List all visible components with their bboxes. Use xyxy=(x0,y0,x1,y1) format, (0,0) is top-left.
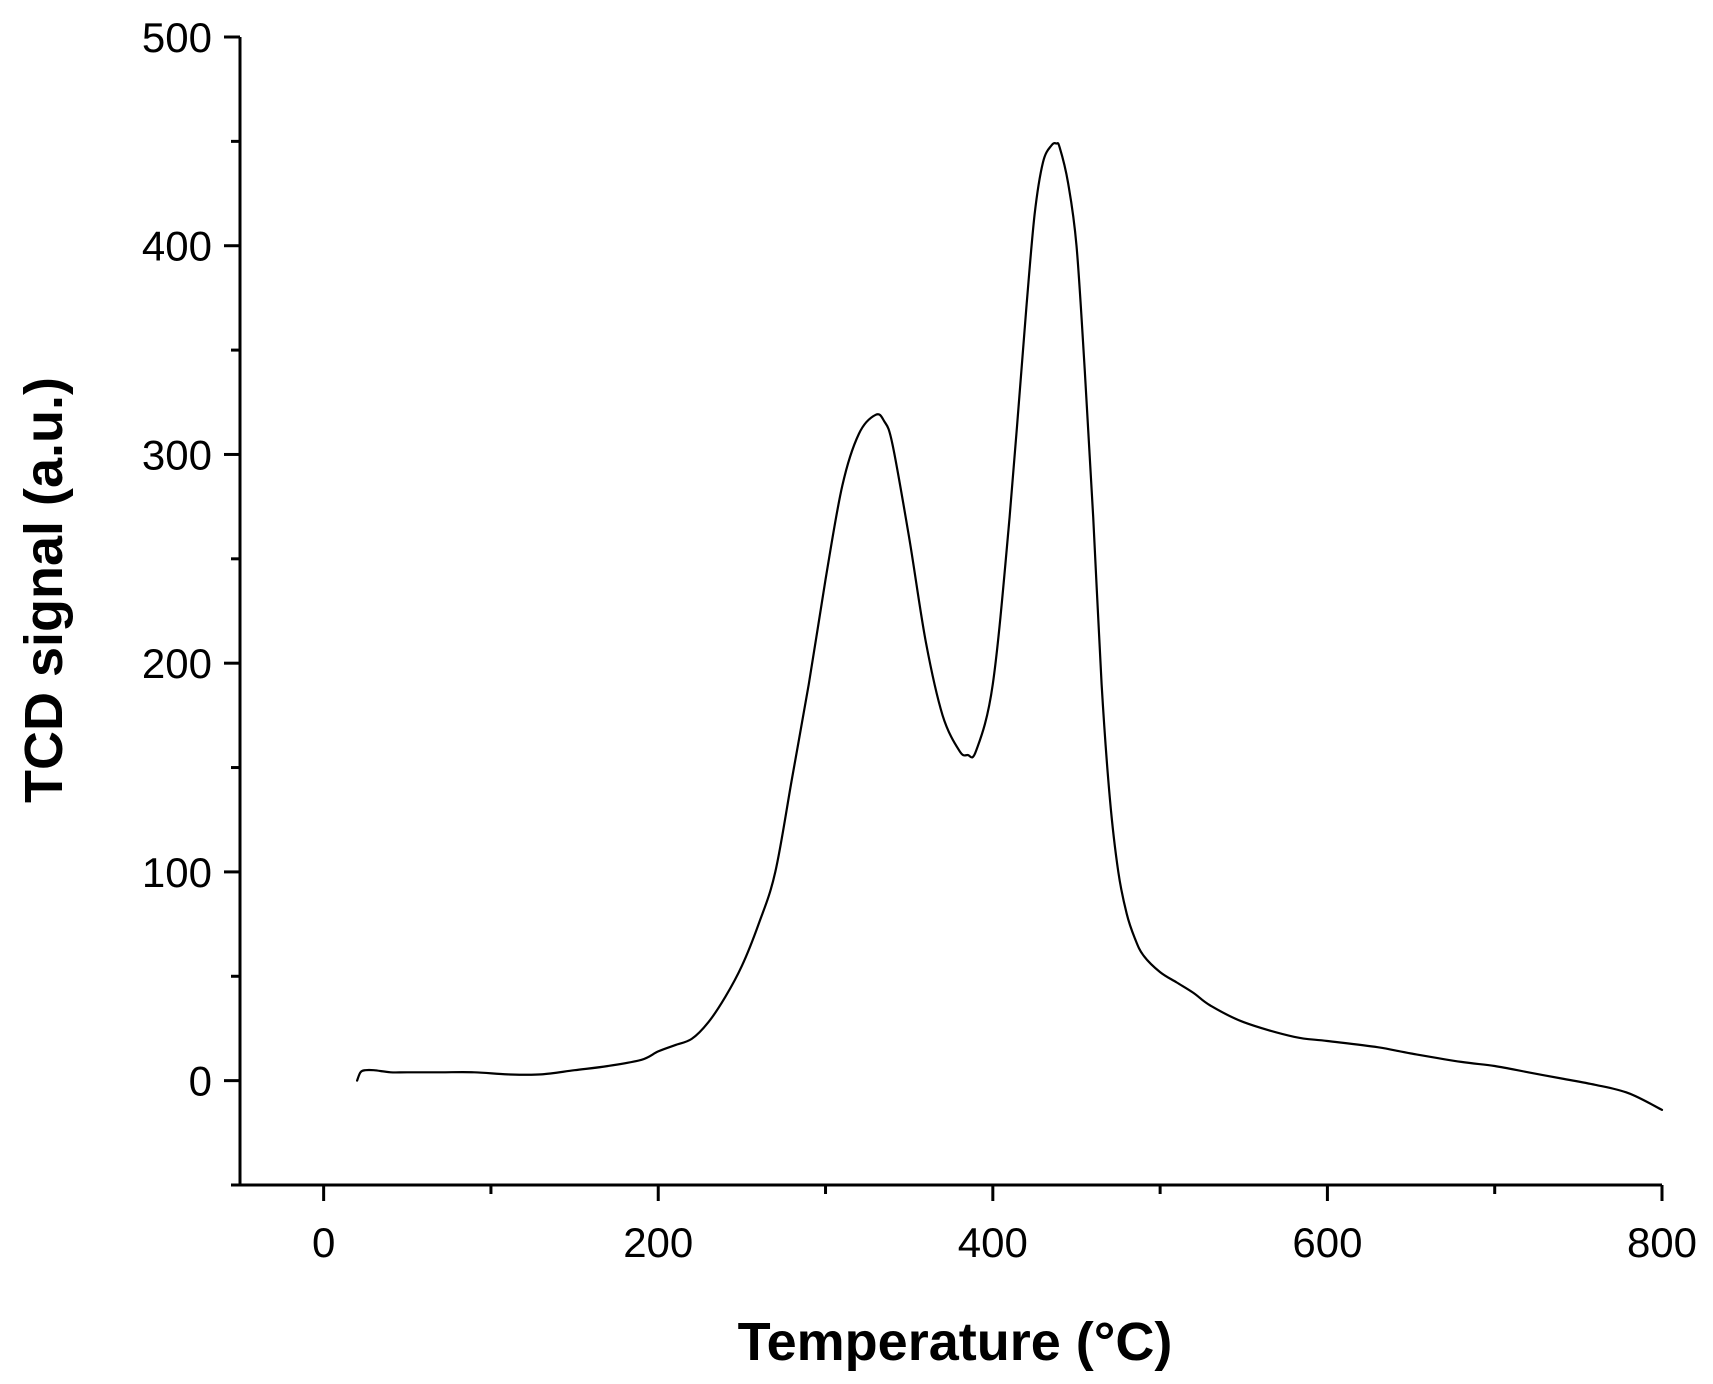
y-tick-label: 300 xyxy=(142,431,212,478)
x-tick-label: 200 xyxy=(623,1219,693,1266)
y-tick-label: 0 xyxy=(189,1058,212,1105)
x-tick-label: 400 xyxy=(958,1219,1028,1266)
y-tick-label: 500 xyxy=(142,14,212,61)
x-axis-title: Temperature (°C) xyxy=(738,1312,1173,1372)
ticks-layer: 0 200 400 600 800 0 100 200 300 400 500 xyxy=(142,14,1697,1266)
y-tick-label: 200 xyxy=(142,640,212,687)
axes-layer xyxy=(238,37,1662,1187)
series-layer xyxy=(356,142,1664,1111)
x-tick-label: 0 xyxy=(312,1219,335,1266)
x-tick-label: 800 xyxy=(1627,1219,1697,1266)
y-tick-label: 100 xyxy=(142,849,212,896)
y-tick-label: 400 xyxy=(142,223,212,270)
tcd-signal-line xyxy=(356,142,1664,1111)
x-tick-label: 600 xyxy=(1292,1219,1362,1266)
y-axis-title: TCD signal (a.u.) xyxy=(14,377,74,803)
